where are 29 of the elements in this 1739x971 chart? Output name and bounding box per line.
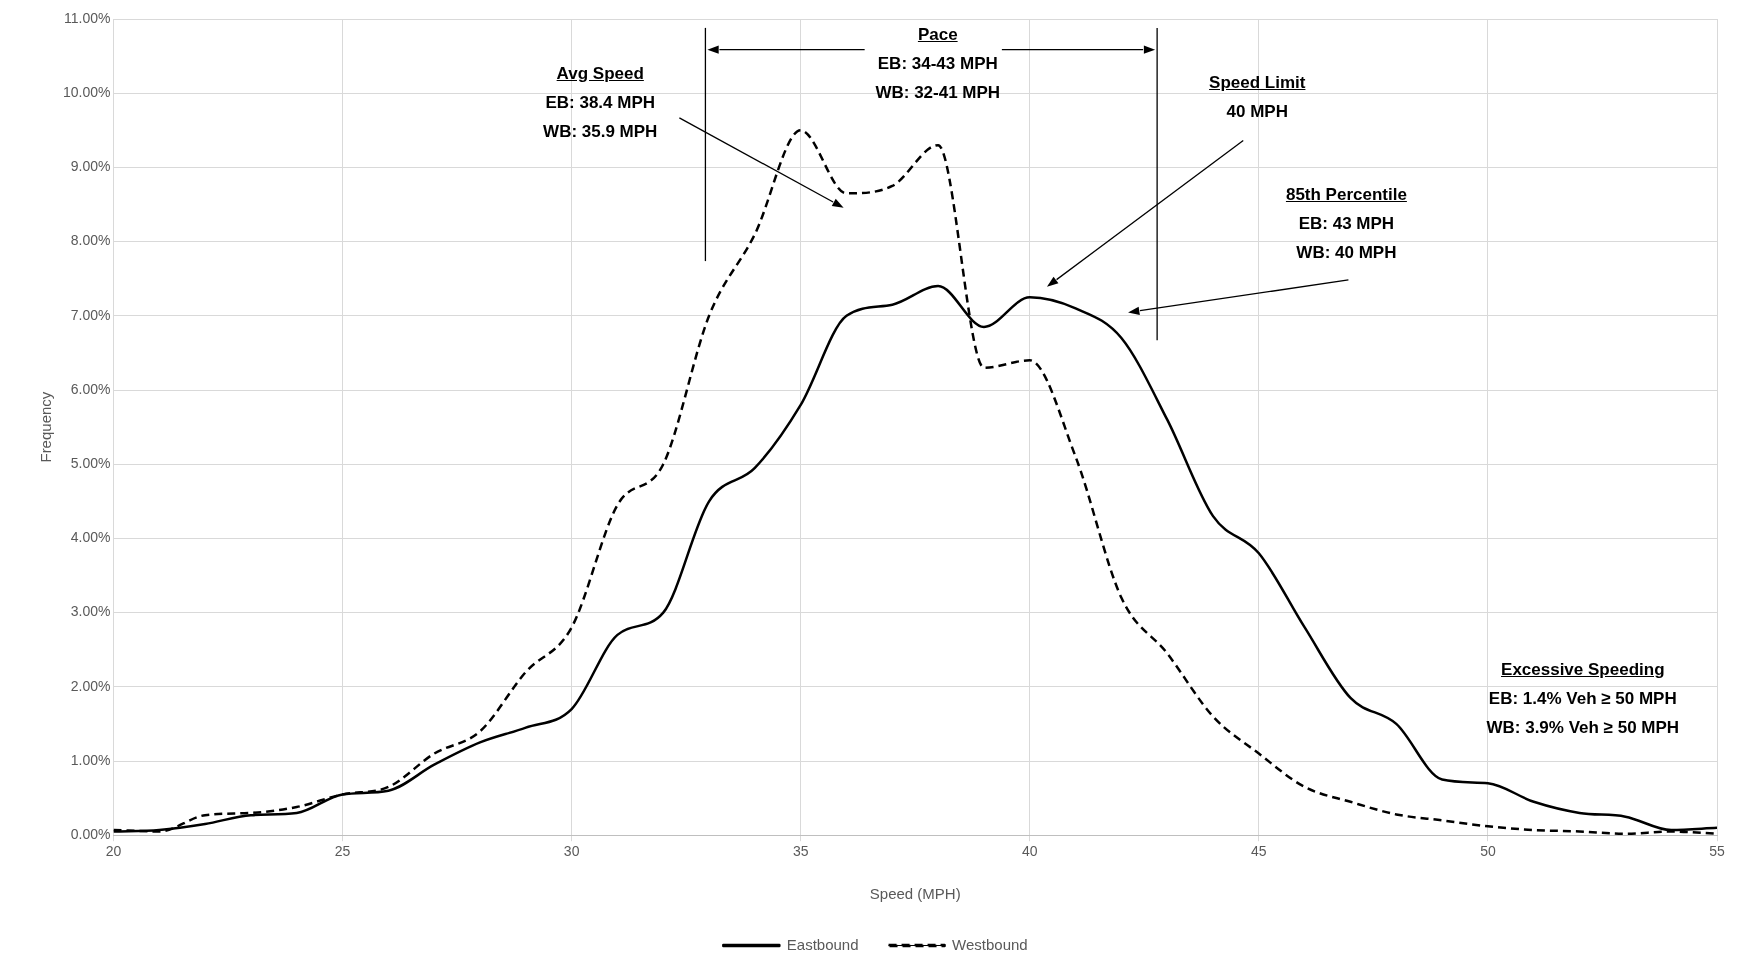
x-tick-label: 45: [1251, 843, 1267, 860]
x-tick-label: 50: [1480, 843, 1496, 860]
y-tick-label: 10.00%: [63, 84, 111, 101]
y-tick-label: 8.00%: [70, 232, 111, 249]
y-tick-label: 2.00%: [70, 677, 111, 694]
x-tick-label: 30: [563, 843, 580, 860]
y-tick-label: 7.00%: [70, 306, 111, 323]
annotation: Excessive Speeding EB: 1.4% Veh ≥ 50 MPH WB: 3.9% Veh ≥ 50 MPH: [1486, 659, 1680, 740]
y-tick-label: 3.00%: [70, 603, 111, 620]
x-tick-label: 20: [105, 843, 122, 860]
annotation: Speed Limit 40 MPH: [1209, 72, 1306, 124]
x-axis-title: Speed (MPH): [869, 885, 961, 903]
x-tick-label: 25: [334, 843, 351, 860]
annotation: Pace EB: 34-43 MPH WB: 32-41 MPH: [875, 24, 1001, 104]
y-tick-label: 4.00%: [70, 529, 111, 546]
x-tick-label: 55: [1709, 843, 1725, 860]
x-tick-label: 35: [792, 843, 809, 860]
y-tick-label: 0.00%: [70, 826, 111, 843]
y-tick-label: 11.00%: [64, 9, 111, 26]
y-tick-label: 6.00%: [70, 380, 111, 397]
x-tick-label: 40: [1021, 843, 1038, 860]
legend-label: Eastbound: [786, 935, 859, 953]
annotation: Avg Speed EB: 38.4 MPH WB: 35.9 MPH: [543, 62, 658, 143]
legend-label: Westbound: [952, 935, 1028, 953]
y-tick-label: 5.00%: [70, 455, 111, 472]
annotation: 85th Percentile EB: 43 MPH WB: 40 MPH: [1285, 184, 1407, 265]
y-axis-title: Frequency: [37, 391, 55, 463]
y-tick-label: 9.00%: [70, 158, 111, 175]
y-tick-label: 1.00%: [70, 751, 111, 768]
